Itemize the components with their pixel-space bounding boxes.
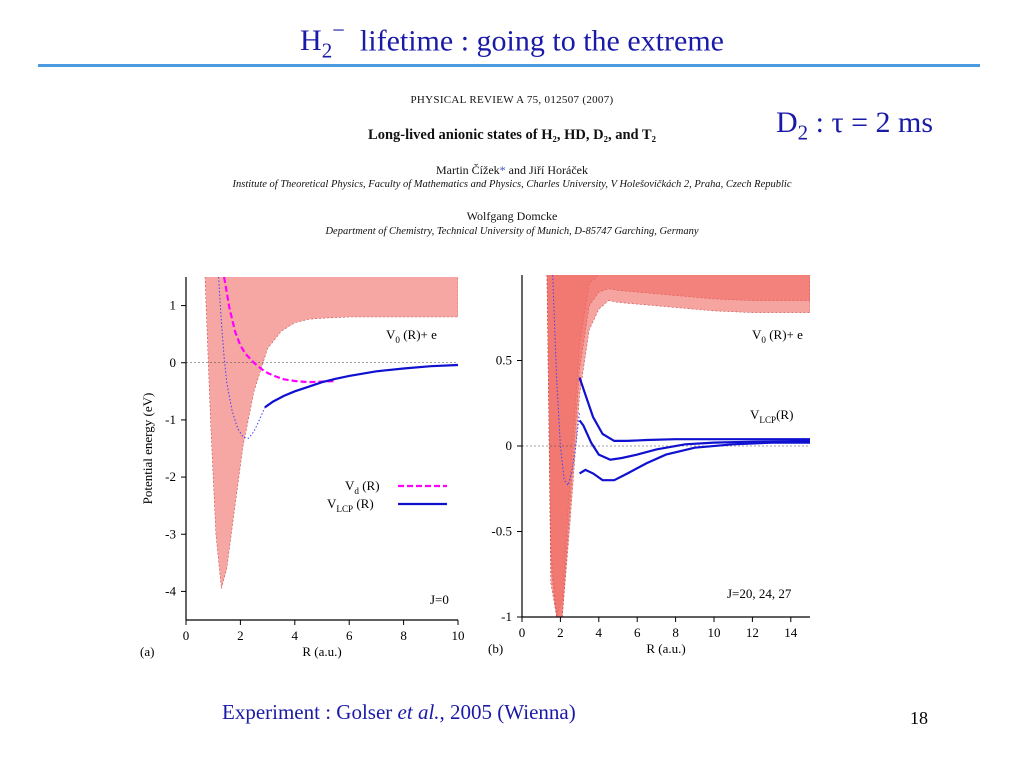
y-tick-label: 0.5 <box>496 353 512 368</box>
paper-title: Long-lived anionic states of H₂, HD, D₂,… <box>368 127 656 143</box>
y-tick-label: 1 <box>170 298 177 313</box>
band-1 <box>204 277 458 589</box>
x-tick-label: 12 <box>746 625 759 640</box>
series-line-1 <box>223 277 336 384</box>
y-tick-label: -4 <box>165 583 176 598</box>
j-annotation: J=20, 24, 27 <box>727 586 792 601</box>
y-tick-label: -1 <box>501 609 512 624</box>
x-tick-label: 4 <box>292 628 299 643</box>
x-tick-label: 10 <box>708 625 721 640</box>
series-line-3 <box>579 441 810 482</box>
legend-vd-label: Vd (R) <box>345 478 380 496</box>
x-tick-label: 4 <box>596 625 603 640</box>
y-tick-label: -3 <box>165 526 176 541</box>
band-3 <box>546 275 810 617</box>
x-tick-label: 6 <box>346 628 353 643</box>
title-molecule: H2− <box>300 18 345 63</box>
corresponding-author-star: * <box>499 163 506 177</box>
journal-citation: PHYSICAL REVIEW A 75, 012507 (2007) <box>410 94 614 106</box>
j-annotation: J=0 <box>430 592 449 607</box>
v0-annotation: V0 (R)+ e <box>386 327 437 345</box>
x-tick-label: 2 <box>557 625 564 640</box>
x-tick-label: 2 <box>237 628 244 643</box>
y-tick-label: 0 <box>170 355 177 370</box>
series-line-2 <box>264 363 458 409</box>
panel-label: (a) <box>140 644 154 659</box>
series-line-1 <box>578 377 810 442</box>
title-text: lifetime : going to the extreme <box>359 24 724 58</box>
vlcp-annotation: VLCP(R) <box>750 407 793 425</box>
y-tick-label: -0.5 <box>491 524 512 539</box>
slide-title: H2− lifetime : going to the extreme <box>0 18 1024 64</box>
y-tick-label: -1 <box>165 412 176 427</box>
paper-authors-2: Wolfgang Domcke <box>466 209 558 223</box>
x-tick-label: 6 <box>634 625 641 640</box>
page-number: 18 <box>910 708 928 728</box>
panel-label: (b) <box>488 641 503 656</box>
x-tick-label: 10 <box>452 628 465 643</box>
panel-b-chart: 0 2 4 6 8 10 12 14 0.5 0 -0.5 -1 R (a.u.) (b) J=20, 24… <box>488 275 810 656</box>
x-tick-label: 14 <box>784 625 798 640</box>
x-tick-label: 8 <box>400 628 407 643</box>
x-tick-label: 0 <box>183 628 190 643</box>
x-tick-label: 0 <box>519 625 526 640</box>
title-divider <box>38 64 980 67</box>
x-axis-label: R (a.u.) <box>646 641 685 656</box>
paper-authors-1: Martin Čížek* and Jiří Horáček <box>436 163 588 177</box>
x-tick-label: 8 <box>672 625 679 640</box>
experiment-reference: Experiment : Golser et al., 2005 (Wienna… <box>222 700 576 724</box>
d2-lifetime-note: D2 : τ = 2 ms <box>776 106 933 145</box>
paper-affiliation-1: Institute of Theoretical Physics, Facult… <box>232 179 792 190</box>
y-tick-label: -2 <box>165 469 176 484</box>
x-axis-label: R (a.u.) <box>302 644 341 659</box>
paper-affiliation-2: Department of Chemistry, Technical Unive… <box>325 226 699 237</box>
v0-annotation: V0 (R)+ e <box>752 327 803 345</box>
y-tick-label: 0 <box>506 438 513 453</box>
plot-area <box>522 275 810 617</box>
legend-vlcp-label: VLCP (R) <box>327 496 374 514</box>
plot-area <box>186 277 458 589</box>
y-axis-label: Potential energy (eV) <box>140 393 155 505</box>
series-line-2 <box>578 419 810 461</box>
